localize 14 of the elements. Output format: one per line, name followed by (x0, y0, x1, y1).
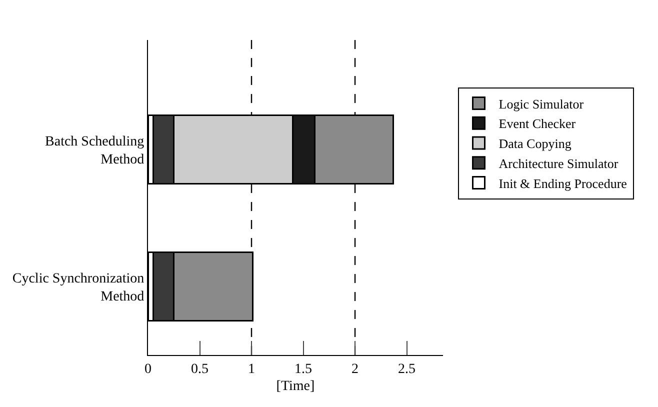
x-tick-label: 1.5 (294, 362, 312, 377)
x-tick-label: 2 (352, 362, 359, 377)
x-tick-label: 0.5 (191, 362, 208, 377)
x-tick-label: 0 (144, 362, 152, 377)
x-tick-label: 1 (248, 362, 256, 377)
legend-label: Event Checker (498, 116, 576, 132)
legend-label: Data Copying (498, 136, 572, 152)
y-tick-label: Cyclic Synchronization Method (12, 271, 144, 305)
legend-label: Architecture Simulator (498, 156, 619, 171)
legend-label: Init & Ending Procedure (498, 176, 628, 191)
x-tick-label: 2.5 (398, 362, 416, 377)
legend-label: Logic Simulator (498, 96, 584, 112)
y-tick-label: Batch Scheduling Method (45, 134, 144, 168)
x-axis-title: [Time] (276, 379, 315, 394)
